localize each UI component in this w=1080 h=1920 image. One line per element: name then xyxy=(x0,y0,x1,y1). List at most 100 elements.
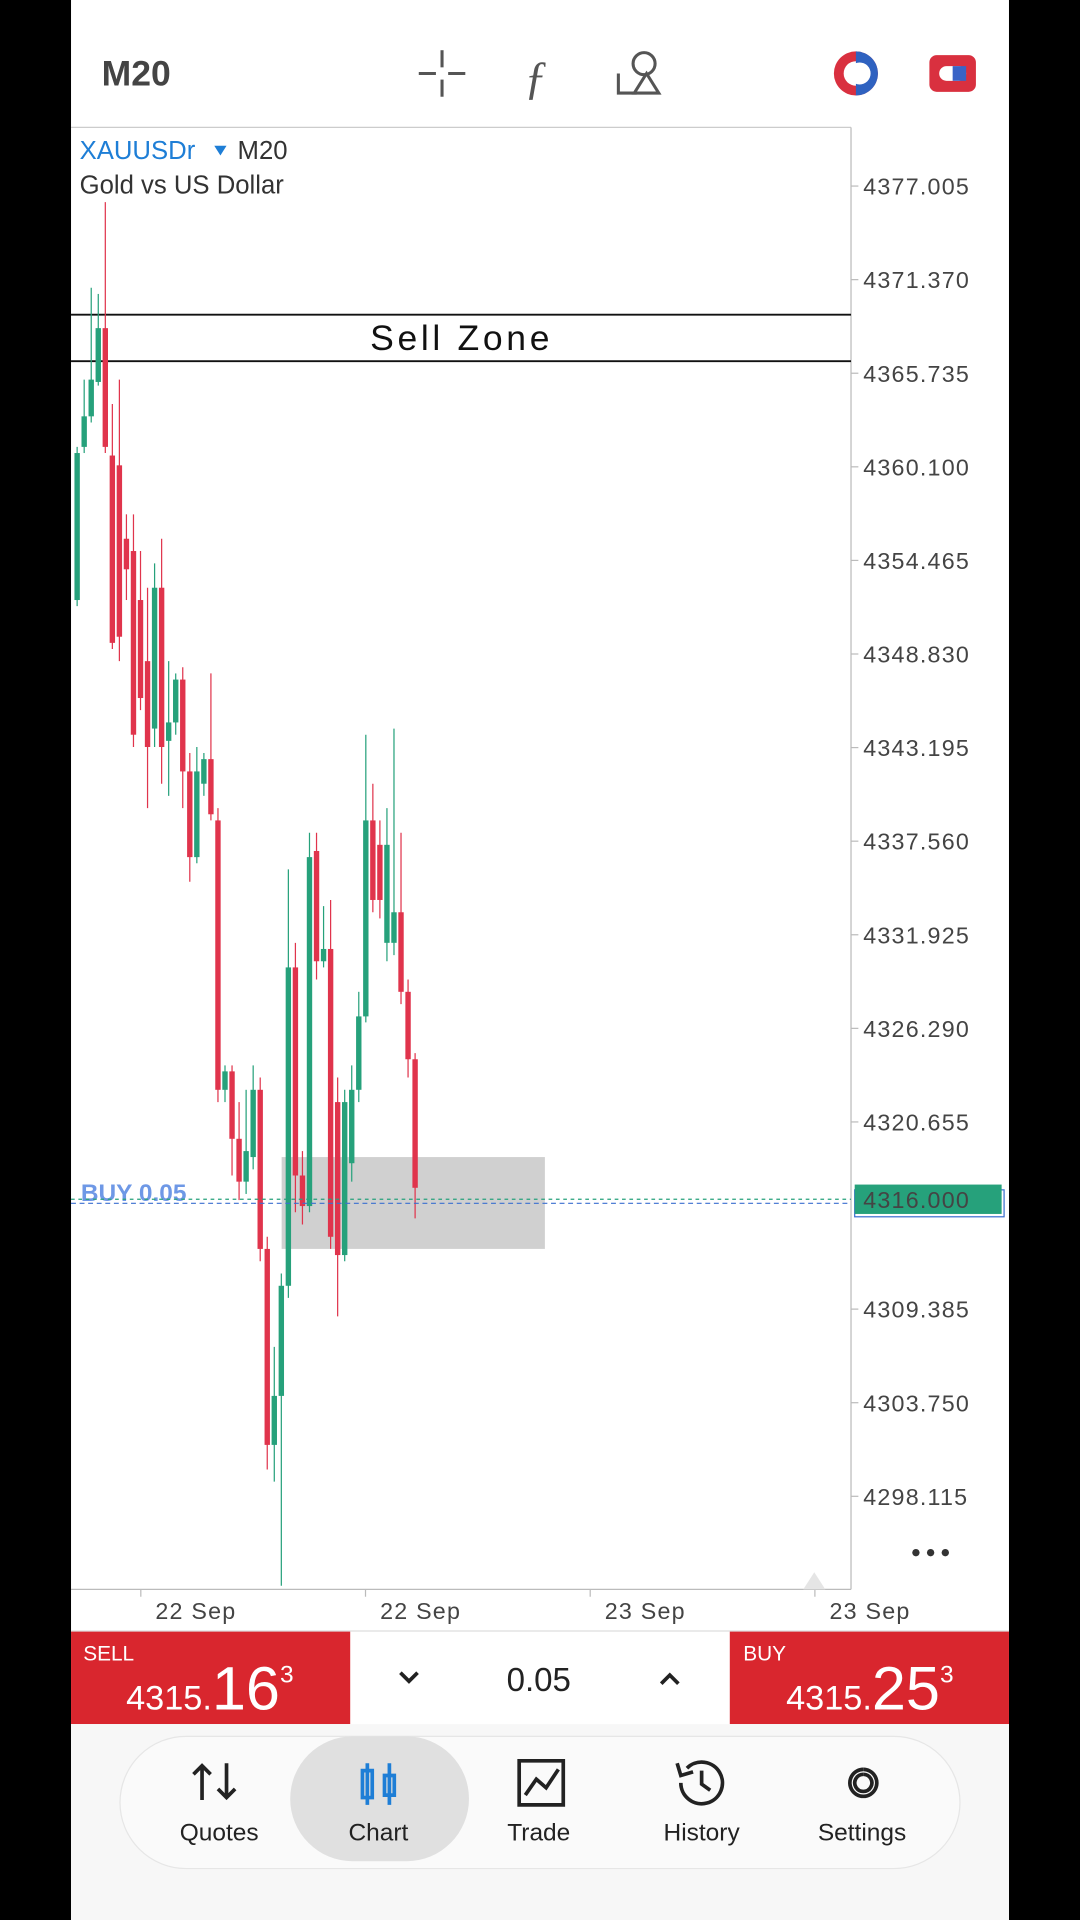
nav-tab[interactable]: Quotes xyxy=(180,1763,259,1846)
candle-body xyxy=(187,771,193,858)
candle-body xyxy=(243,1151,249,1182)
candle-body xyxy=(356,1016,362,1090)
scroll-marker xyxy=(803,1572,826,1590)
candle-body xyxy=(95,328,101,382)
chart-timeframe: M20 xyxy=(238,137,288,165)
candle-body xyxy=(158,587,165,748)
x-tick-label: 22 Sep xyxy=(380,1598,461,1624)
tab-icon xyxy=(360,1763,397,1805)
buy-label: BUY xyxy=(743,1642,786,1665)
tab-icon xyxy=(848,1767,879,1799)
candle-body xyxy=(377,844,383,900)
candle-body xyxy=(405,991,411,1060)
y-tick-label: 4320.655 xyxy=(863,1110,970,1136)
candle-body xyxy=(151,587,158,729)
candle-body xyxy=(81,416,87,447)
candle-body xyxy=(278,1285,285,1396)
candle-body xyxy=(236,1138,242,1182)
candle-body xyxy=(208,759,214,815)
candle-body xyxy=(137,600,144,699)
candle-body xyxy=(222,1071,228,1090)
crosshair-icon[interactable] xyxy=(418,50,466,97)
candle-body xyxy=(257,1089,263,1249)
candle-body xyxy=(363,820,369,1017)
tab-icon xyxy=(675,1760,725,1806)
candle-body xyxy=(165,722,172,741)
candle-body xyxy=(250,1089,256,1158)
candle-body xyxy=(123,538,130,570)
candle-body xyxy=(349,1089,355,1164)
current-price-label: 4316.000 xyxy=(863,1187,970,1213)
tab-label: Chart xyxy=(348,1819,408,1846)
candle-body xyxy=(271,1395,277,1445)
candle-body xyxy=(320,948,327,962)
app-background xyxy=(71,0,1009,1920)
active-tab-highlight xyxy=(290,1736,469,1862)
account-icon[interactable] xyxy=(929,55,976,92)
sell-price-tail: 3 xyxy=(280,1661,294,1688)
y-tick-label: 4337.560 xyxy=(863,829,970,855)
candle-body xyxy=(370,820,376,900)
candle-body xyxy=(285,967,292,1286)
y-tick-label: 4343.195 xyxy=(863,735,970,761)
tab-icon xyxy=(517,1758,566,1807)
sell-price: 4315.163 xyxy=(126,1654,293,1722)
tab-bar: Quotes Chart Trade History Settings xyxy=(180,1736,906,1862)
tab-label: Trade xyxy=(507,1819,570,1846)
candle-body xyxy=(334,1102,341,1256)
y-tick-label: 4303.750 xyxy=(863,1390,970,1416)
buy-price: 4315.253 xyxy=(786,1654,953,1722)
y-tick-label: 4377.005 xyxy=(863,174,970,200)
candle-body xyxy=(201,759,207,784)
candle-body xyxy=(306,857,313,1207)
candle-body xyxy=(88,379,94,417)
candle-body xyxy=(180,679,186,772)
signal-icon[interactable] xyxy=(833,51,878,96)
candle-body xyxy=(74,453,80,601)
candle-body xyxy=(173,679,179,723)
candle-body xyxy=(215,820,221,1090)
x-tick-label: 23 Sep xyxy=(605,1598,686,1624)
nav-tab[interactable]: Trade xyxy=(507,1758,570,1847)
candle-body xyxy=(391,912,397,943)
candle-body xyxy=(292,967,299,1176)
candle-body xyxy=(398,912,404,992)
nav-pill xyxy=(119,1735,961,1870)
more-icon[interactable] xyxy=(912,1548,949,1557)
timeframe-button[interactable]: M20 xyxy=(102,54,171,94)
plot-area: Sell Zone BUY 0.05 xyxy=(71,126,859,1597)
tab-label: Settings xyxy=(818,1819,906,1846)
volume-up[interactable] xyxy=(659,1672,680,1685)
objects-icon[interactable] xyxy=(616,51,662,95)
indicators-icon[interactable]: ƒ xyxy=(524,53,547,104)
nav-tab[interactable]: History xyxy=(664,1760,741,1846)
buy-button[interactable] xyxy=(729,1631,1009,1725)
buy-price-main: 25 xyxy=(872,1654,940,1722)
symbol-description: Gold vs US Dollar xyxy=(80,171,285,199)
candle-body xyxy=(194,771,200,858)
volume-value[interactable]: 0.05 xyxy=(507,1662,571,1699)
y-tick-label: 4331.925 xyxy=(863,922,970,948)
tab-label: History xyxy=(664,1819,741,1846)
volume-down[interactable] xyxy=(399,1671,419,1684)
nav-tab[interactable]: Chart xyxy=(290,1736,469,1862)
y-tick-label: 4360.100 xyxy=(863,454,970,480)
sell-price-head: 4315. xyxy=(126,1679,212,1717)
sell-button[interactable] xyxy=(71,1631,351,1725)
y-tick-label: 4365.735 xyxy=(863,361,970,387)
candle-body xyxy=(313,850,320,962)
candle-body xyxy=(342,1102,348,1256)
position-label: BUY 0.05 xyxy=(81,1180,187,1207)
candle-body xyxy=(116,465,123,637)
sell-zone-label: Sell Zone xyxy=(370,318,553,358)
symbol-name[interactable]: XAUUSDr xyxy=(80,137,196,165)
y-tick-label: 4354.465 xyxy=(863,548,970,574)
candle-body xyxy=(130,551,137,735)
x-tick-label: 22 Sep xyxy=(155,1598,236,1624)
symbol-dropdown-icon[interactable] xyxy=(214,145,227,156)
candle-body xyxy=(327,948,334,1237)
candle-body xyxy=(229,1071,235,1139)
nav-tab[interactable]: Settings xyxy=(818,1767,906,1846)
